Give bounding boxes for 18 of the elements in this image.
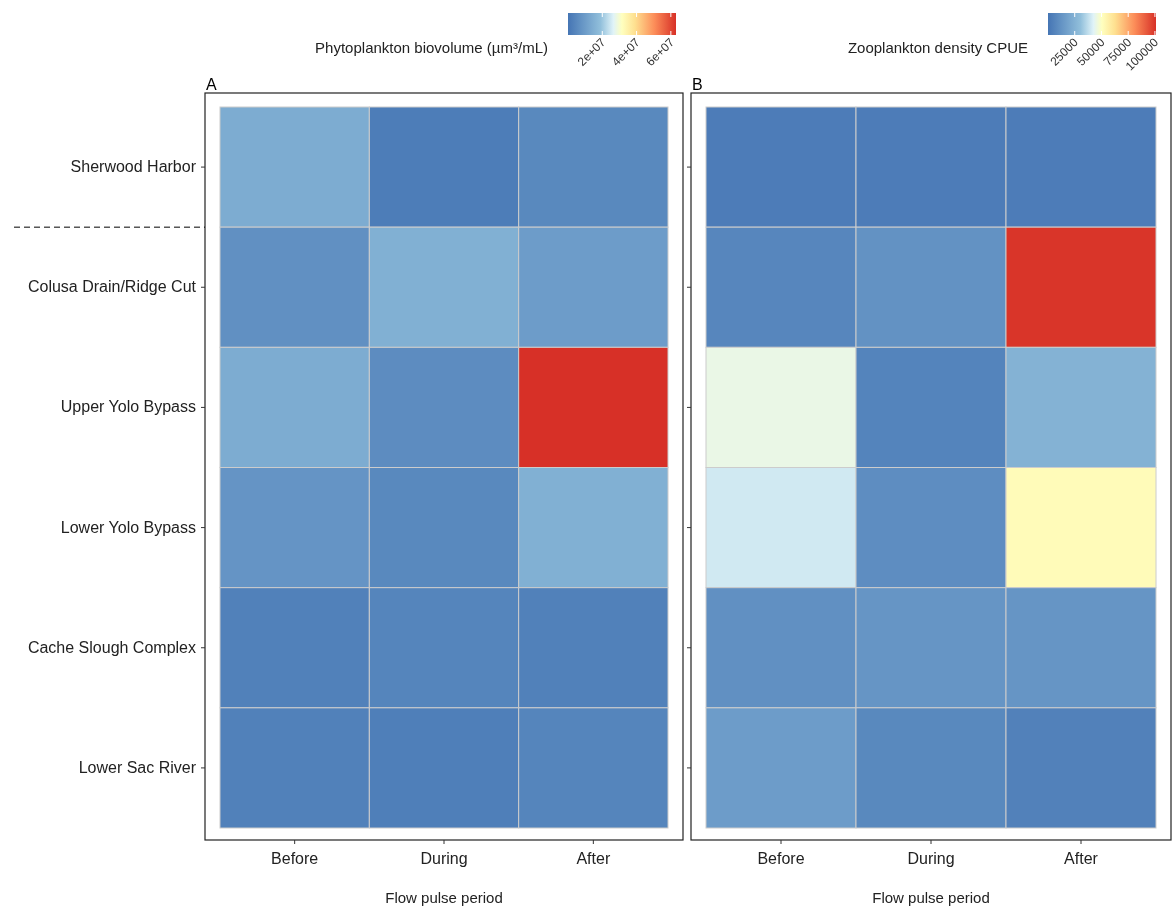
x-tick-label: After — [576, 850, 611, 867]
y-tick-label: Upper Yolo Bypass — [60, 398, 196, 416]
x-tick-label: After — [1064, 850, 1099, 867]
x-tick-label: During — [907, 850, 955, 867]
color-bar-title: Phytoplankton biovolume (µm³/mL) — [315, 39, 548, 56]
chart-title: A — [206, 76, 217, 93]
y-tick-label: Lower Sac River — [78, 758, 197, 776]
y-tick-label: Lower Yolo Bypass — [60, 518, 196, 536]
x-tick-label: Before — [757, 850, 805, 867]
y-tick-label: Colusa Drain/Ridge Cut — [27, 278, 197, 296]
x-axis-title: Flow pulse period — [872, 889, 990, 906]
chart-title: B — [692, 76, 703, 93]
x-axis-title: Flow pulse period — [385, 889, 503, 906]
y-tick-label: Sherwood Harbor — [70, 158, 197, 176]
color-bar-title: Zooplankton density CPUE — [847, 39, 1028, 56]
x-tick-label: Before — [271, 850, 319, 867]
y-tick-label: Cache Slough Complex — [27, 638, 196, 656]
x-tick-label: During — [420, 850, 468, 867]
